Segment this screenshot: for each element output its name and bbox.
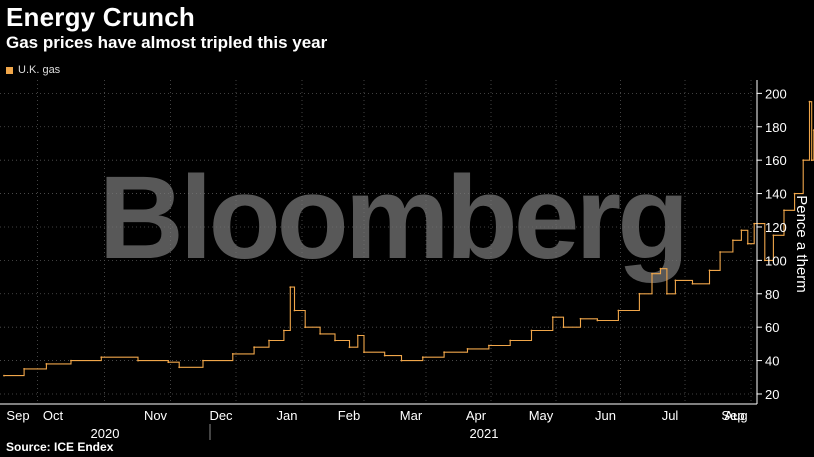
data-point [802,159,805,162]
y-tick-label: 120 [765,220,787,235]
data-point [488,344,490,347]
data-point [466,348,469,350]
year-label-2020: 2020 [91,426,120,441]
data-point [719,251,721,253]
x-tick-label: Jul [662,408,679,423]
x-tick-label: Oct [43,408,64,423]
y-tick-label: 200 [765,86,787,101]
data-point [530,329,533,332]
x-tick-label: Sep [6,408,29,423]
chart-title: Energy Crunch [6,2,195,32]
data-point [383,354,386,357]
data-point [3,374,5,377]
y-tick-label: 180 [765,120,787,135]
data-point [783,209,785,212]
data-point [443,351,445,354]
data-point [551,316,554,319]
year-label-2021: 2021 [470,426,499,441]
data-point [293,309,296,312]
y-tick-label: 100 [765,253,787,268]
y-axis-title: Pence a therm [793,195,810,293]
data-point [334,339,336,342]
data-point [562,326,565,329]
data-point [810,159,813,162]
x-tick-label: Apr [466,408,487,423]
series-line [4,101,814,377]
source-note: Source: ICE Endex [6,440,114,454]
data-point [178,366,181,369]
y-ticks: 20 40 60 80 100 120 140 160 180 200 [757,86,787,402]
data-point [772,234,775,237]
x-tick-label: Jun [595,408,616,423]
x-tick-label: Jan [277,408,298,423]
data-point [356,334,359,337]
data-point [363,351,365,354]
data-point [808,100,811,103]
data-point [421,356,424,359]
data-point [732,239,734,242]
data-point [793,192,796,195]
legend-label: U.K. gas [18,64,61,76]
data-point [70,359,72,362]
data-point [319,333,321,335]
x-tick-label: Dec [209,408,233,423]
data-point [708,269,711,272]
data-point [753,222,756,225]
data-point [202,359,204,362]
legend-swatch [6,66,13,74]
y-tick-label: 40 [765,354,779,369]
data-point [289,286,292,288]
data-point [509,339,512,342]
data-point [666,292,668,295]
y-tick-label: 60 [765,320,779,335]
data-point [638,292,641,295]
data-point [659,267,662,270]
data-point [763,259,766,262]
x-tick-label: Aug [724,408,747,423]
x-tick-label: Sep [721,408,744,423]
legend: U.K. gas [6,63,60,77]
data-point [400,359,403,362]
data-point [579,317,582,320]
data-point [100,356,103,359]
data-point [231,353,234,355]
data-point [746,242,749,245]
data-point [348,346,351,349]
x-tick-label: Nov [144,408,168,423]
y-tick-label: 140 [765,187,787,202]
data-point [596,319,599,322]
series-layer [3,100,814,377]
data-point [23,368,25,370]
data-point [253,346,256,349]
data-point [617,309,620,312]
x-tick-label: May [529,408,554,423]
y-tick-label: 80 [765,287,779,302]
data-point [45,363,48,365]
data-point [137,359,139,362]
data-point [740,229,743,232]
x-tick-label: Feb [338,408,360,423]
chart-subtitle: Gas prices have almost tripled this year [6,33,328,52]
data-point [674,279,677,282]
y-tick-label: 160 [765,153,787,168]
data-point [167,361,170,364]
x-tick-label: Mar [400,408,423,423]
data-point [268,339,270,342]
data-point [304,326,307,329]
watermark: Bloomberg [99,152,686,284]
data-point [283,329,285,332]
data-point [651,272,653,275]
data-point [691,282,694,285]
y-tick-label: 20 [765,387,779,402]
